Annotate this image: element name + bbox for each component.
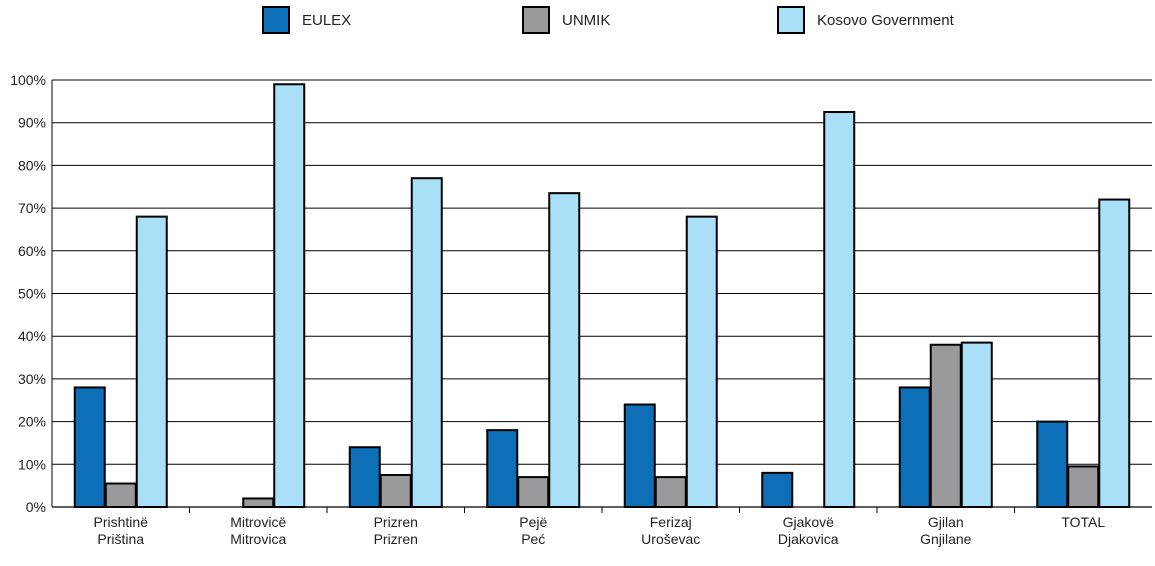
x-tick-label: TOTAL	[1061, 514, 1105, 530]
bar-unmik	[654, 476, 687, 508]
bar-unmik	[929, 343, 962, 508]
y-tick-label: 50%	[18, 286, 46, 302]
y-tick-label: 90%	[18, 115, 46, 131]
x-tick-label: Mitrovica	[230, 531, 286, 547]
legend-item-unmik: UNMIK	[522, 6, 610, 34]
bar-kosovo-government	[685, 215, 718, 508]
x-tick-label: Gjilan	[928, 514, 964, 530]
bar-kosovo-government	[1098, 198, 1131, 508]
x-tick-label: Gnjilane	[920, 531, 972, 547]
legend-label-unmik: UNMIK	[562, 11, 611, 29]
legend-label-eulex: EULEX	[302, 11, 352, 29]
bar-unmik	[104, 482, 137, 509]
bar-unmik	[379, 473, 412, 509]
bar-eulex	[73, 386, 106, 508]
bar-eulex	[1036, 420, 1069, 509]
bar-eulex	[486, 429, 519, 509]
legend-swatch-kosovo-government	[777, 6, 805, 34]
legend-item-eulex: EULEX	[262, 6, 351, 34]
bar-kosovo-government	[410, 177, 443, 509]
x-tick-label: Uroševac	[641, 531, 700, 547]
y-tick-label: 60%	[18, 243, 46, 259]
bar-kosovo-government	[273, 83, 306, 509]
x-tick-label: Ferizaj	[650, 514, 692, 530]
bar-eulex	[898, 386, 931, 508]
legend-swatch-unmik	[522, 6, 550, 34]
y-tick-label: 100%	[10, 72, 46, 88]
y-tick-label: 80%	[18, 157, 46, 173]
x-tick-label: Gjakovë	[783, 514, 835, 530]
x-tick-label: Djakovica	[778, 531, 839, 547]
bar-kosovo-government	[960, 341, 993, 509]
y-tick-label: 70%	[18, 200, 46, 216]
bar-kosovo-government	[823, 111, 856, 509]
bar-eulex	[623, 403, 656, 508]
bar-unmik	[517, 476, 550, 508]
x-tick-label: Priština	[97, 531, 144, 547]
legend: EULEX UNMIK Kosovo Government	[0, 6, 1155, 38]
legend-swatch-eulex	[262, 6, 290, 34]
x-tick-label: Peć	[521, 531, 545, 547]
y-tick-label: 0%	[26, 499, 46, 515]
x-tick-label: Mitrovicë	[230, 514, 286, 530]
x-tick-label: Prishtinë	[94, 514, 149, 530]
y-tick-label: 10%	[18, 456, 46, 472]
y-tick-label: 20%	[18, 414, 46, 430]
bar-kosovo-government	[135, 215, 168, 508]
x-tick-label: Pejë	[519, 514, 547, 530]
y-tick-label: 30%	[18, 371, 46, 387]
bar-unmik	[242, 497, 275, 508]
bar-eulex	[348, 446, 381, 508]
y-tick-label: 40%	[18, 328, 46, 344]
bar-eulex	[761, 471, 794, 508]
x-tick-label: Prizren	[374, 531, 418, 547]
bar-unmik	[1067, 465, 1100, 508]
x-tick-label: Prizren	[374, 514, 418, 530]
bar-kosovo-government	[548, 192, 581, 508]
legend-label-kosovo-government: Kosovo Government	[817, 11, 954, 29]
legend-item-kosovo-government: Kosovo Government	[777, 6, 954, 34]
